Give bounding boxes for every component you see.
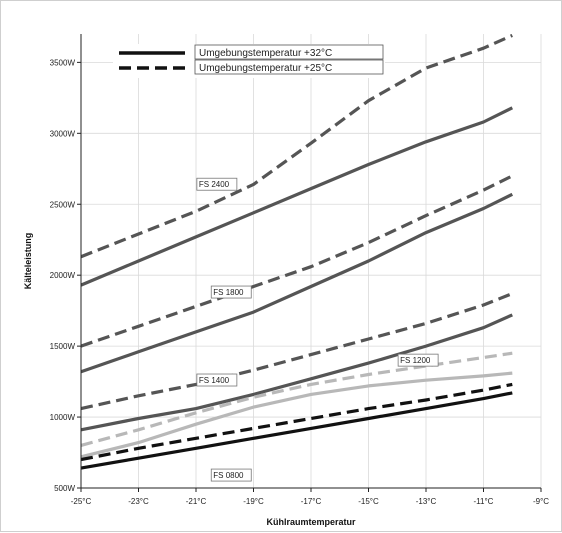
- series-line-fs-1200-25c: [80, 351, 513, 447]
- series-line-fs-0800-25c: [80, 382, 513, 462]
- axes: [77, 34, 542, 492]
- y-tick-label: 2000W: [50, 271, 76, 280]
- legend-text-box: [194, 44, 384, 60]
- series-line-fs-1400-25c: [80, 292, 513, 411]
- series-label-box: [196, 177, 238, 191]
- x-tick-label: -9°C: [533, 497, 549, 506]
- series-label: FS 0800: [213, 471, 244, 480]
- y-tick-label: 1500W: [50, 342, 76, 351]
- y-tick-label: 3000W: [50, 129, 76, 138]
- tick-labels: -25°C -23°C -21°C -19°C -17°C -15°C -13°C -11°C…: [50, 58, 550, 506]
- x-axis-title: Kühlraumtemperatur: [266, 517, 356, 527]
- series-line-fs-2400-25c: [80, 33, 513, 259]
- x-tick-label: -11°C: [474, 497, 494, 506]
- x-tick-label: -23°C: [128, 497, 149, 506]
- series-label: FS 1800: [213, 288, 244, 297]
- series-label-box: [196, 373, 238, 387]
- series-annotations: FS 2400 FS 1800 FS 1400 FS 1200 FS 0800: [196, 177, 439, 482]
- y-axis-title: Kälteleistung: [23, 233, 33, 290]
- series-label-box: [210, 468, 252, 482]
- x-tick-label: -15°C: [358, 497, 379, 506]
- y-tick-label: 500W: [54, 484, 75, 493]
- y-tick-label: 1000W: [50, 413, 76, 422]
- series-line-fs-1800-32c: [80, 192, 514, 374]
- legend-label: Umgebungstemperatur +32°C: [199, 48, 332, 59]
- series-label-box: [210, 285, 252, 299]
- x-tick-label: -21°C: [186, 497, 207, 506]
- series-line-fs-1800-25c: [80, 174, 514, 348]
- x-tick-label: -17°C: [301, 497, 322, 506]
- y-tick-label: 3500W: [50, 58, 76, 67]
- x-tick-label: -13°C: [416, 497, 437, 506]
- series-line-fs-1400-32c: [80, 313, 513, 432]
- y-tick-label: 2500W: [50, 200, 76, 209]
- series-line-fs-0800-32c: [80, 391, 513, 470]
- series-label: FS 2400: [199, 180, 230, 189]
- x-tick-label: -25°C: [71, 497, 92, 506]
- x-tick-label: -19°C: [243, 497, 264, 506]
- series-label: FS 1200: [400, 356, 431, 365]
- grid-lines: [80, 34, 542, 489]
- series-label: FS 1400: [199, 376, 230, 385]
- series-line-fs-2400-32c: [80, 106, 514, 287]
- series-line-fs-1200-32c: [80, 371, 513, 459]
- series-lines: [80, 33, 514, 470]
- legend-label: Umgebungstemperatur +25°C: [199, 63, 332, 74]
- legend-text-box: [194, 59, 384, 75]
- series-label-box: [397, 353, 439, 367]
- legend: Umgebungstemperatur +32°C Umgebungstemper…: [113, 44, 385, 78]
